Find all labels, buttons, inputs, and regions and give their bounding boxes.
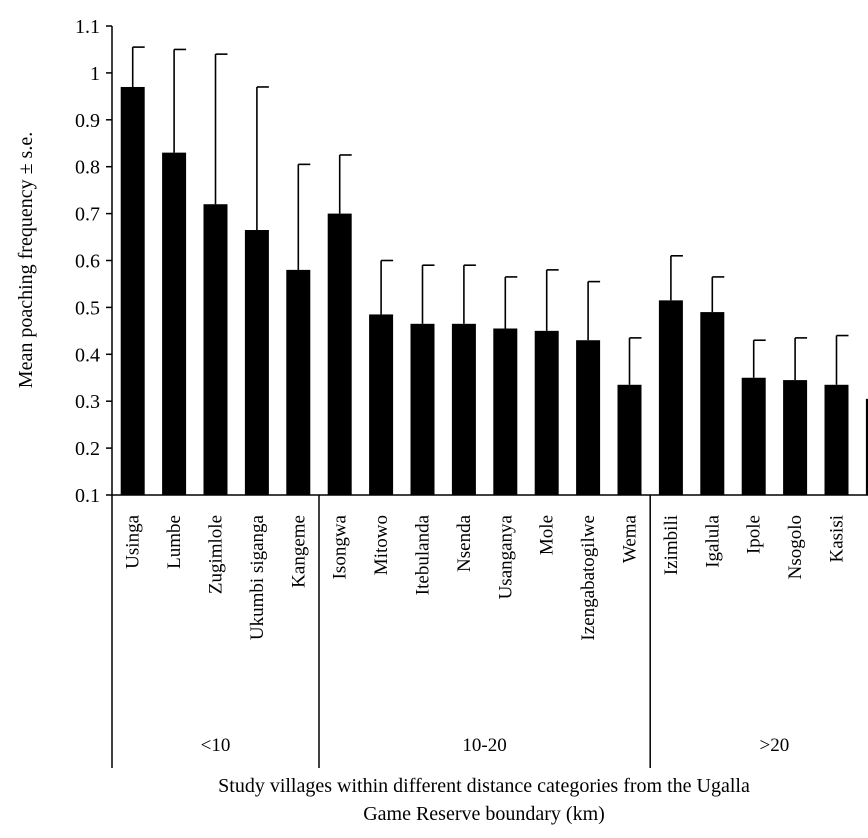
bar bbox=[121, 87, 145, 495]
x-axis-title-line-2: Game Reserve boundary (km) bbox=[100, 800, 868, 828]
y-tick-label: 0.6 bbox=[75, 251, 100, 273]
category-label: Ipole bbox=[744, 515, 765, 554]
category-label: Itebulanda bbox=[413, 514, 434, 595]
category-label: Isongwa bbox=[330, 514, 351, 579]
x-axis-title: Study villages within different distance… bbox=[100, 772, 868, 828]
y-tick-label: 0.4 bbox=[75, 344, 100, 366]
category-label: Usanganya bbox=[495, 514, 516, 599]
bar bbox=[659, 300, 683, 495]
y-tick-label: 0.5 bbox=[75, 297, 100, 319]
bar bbox=[825, 385, 849, 495]
category-label: Lumbe bbox=[164, 515, 185, 569]
bar bbox=[162, 153, 186, 495]
category-label: Mole bbox=[537, 515, 558, 555]
y-tick-label: 1.1 bbox=[75, 16, 100, 38]
bar bbox=[742, 378, 766, 495]
y-tick-label: 0.1 bbox=[75, 485, 100, 507]
category-label: Ukumbi siganga bbox=[247, 514, 268, 640]
bar bbox=[286, 270, 310, 495]
category-label: Igalula bbox=[702, 514, 723, 567]
y-tick-label: 0.3 bbox=[75, 391, 100, 413]
category-label: Kangeme bbox=[288, 515, 309, 588]
bar bbox=[369, 314, 393, 495]
bar bbox=[576, 340, 600, 495]
category-label: Izengabatogilwe bbox=[578, 515, 599, 641]
category-label: Nsenda bbox=[454, 514, 475, 572]
category-label: Zugimlole bbox=[206, 515, 227, 594]
y-tick-label: 0.7 bbox=[75, 204, 100, 226]
bar bbox=[411, 324, 435, 495]
category-labels: Usinga Lumbe Zugimlole Ukumbi siganga Kangem… bbox=[123, 514, 868, 640]
bar bbox=[618, 385, 642, 495]
bar bbox=[328, 214, 352, 495]
bar bbox=[535, 331, 559, 495]
category-label: Mitowo bbox=[371, 515, 392, 575]
bar bbox=[204, 204, 228, 495]
category-label: Izimbili bbox=[661, 515, 682, 575]
bar bbox=[452, 324, 476, 495]
category-label: Nsogolo bbox=[785, 515, 806, 579]
group-label: <10 bbox=[201, 735, 231, 756]
bar bbox=[783, 380, 807, 495]
x-axis-title-line-1: Study villages within different distance… bbox=[100, 772, 868, 800]
bar bbox=[245, 230, 269, 495]
bar bbox=[700, 312, 724, 495]
category-label: Kasisi bbox=[827, 515, 848, 563]
group-label: >20 bbox=[760, 735, 790, 756]
y-tick-label: 0.2 bbox=[75, 438, 100, 460]
category-label: Wema bbox=[620, 514, 641, 563]
bars bbox=[121, 87, 868, 495]
y-tick-label: 1 bbox=[90, 63, 100, 85]
y-axis-title: Mean poaching frequency ± s.e. bbox=[15, 132, 37, 388]
y-tick-label: 0.9 bbox=[75, 110, 100, 132]
bar bbox=[493, 329, 517, 495]
y-tick-label: 0.8 bbox=[75, 157, 100, 179]
category-label: Usinga bbox=[123, 514, 144, 568]
group-label: 10-20 bbox=[462, 735, 506, 756]
